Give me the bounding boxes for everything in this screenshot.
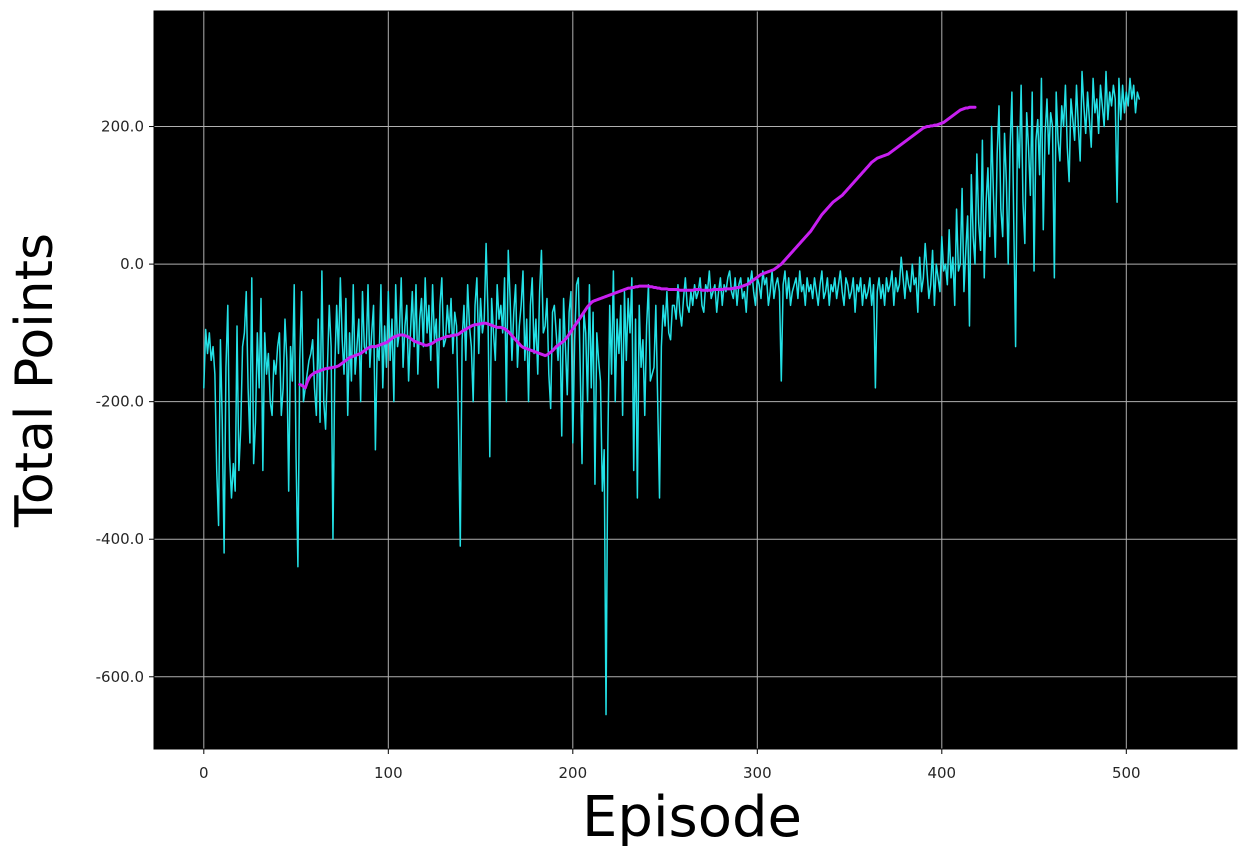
plot-frame (153, 10, 1238, 750)
y-tick-label: 0.0 (120, 255, 144, 273)
x-axis-label: Episode (582, 785, 802, 846)
x-axis-ticks: 0 100 200 300 400 500 (199, 749, 1141, 782)
x-tick-label: 300 (743, 764, 772, 782)
y-tick-label: -600.0 (96, 668, 144, 686)
y-tick-label: -200.0 (96, 393, 144, 411)
y-axis-label: Total Points (5, 233, 65, 528)
series-line-raw (203, 70, 1140, 716)
x-tick-label: 0 (199, 764, 209, 782)
y-tick-label: -400.0 (96, 530, 144, 548)
y-axis-ticks: -600.0 -400.0 -200.0 0.0 200.0 (96, 118, 154, 686)
series-line-moving-average (298, 105, 977, 390)
y-tick-label: 200.0 (101, 118, 144, 136)
x-tick-label: 500 (1112, 764, 1141, 782)
x-tick-label: 200 (558, 764, 587, 782)
series-layer (203, 70, 1140, 716)
x-tick-label: 100 (374, 764, 403, 782)
x-tick-label: 400 (927, 764, 956, 782)
